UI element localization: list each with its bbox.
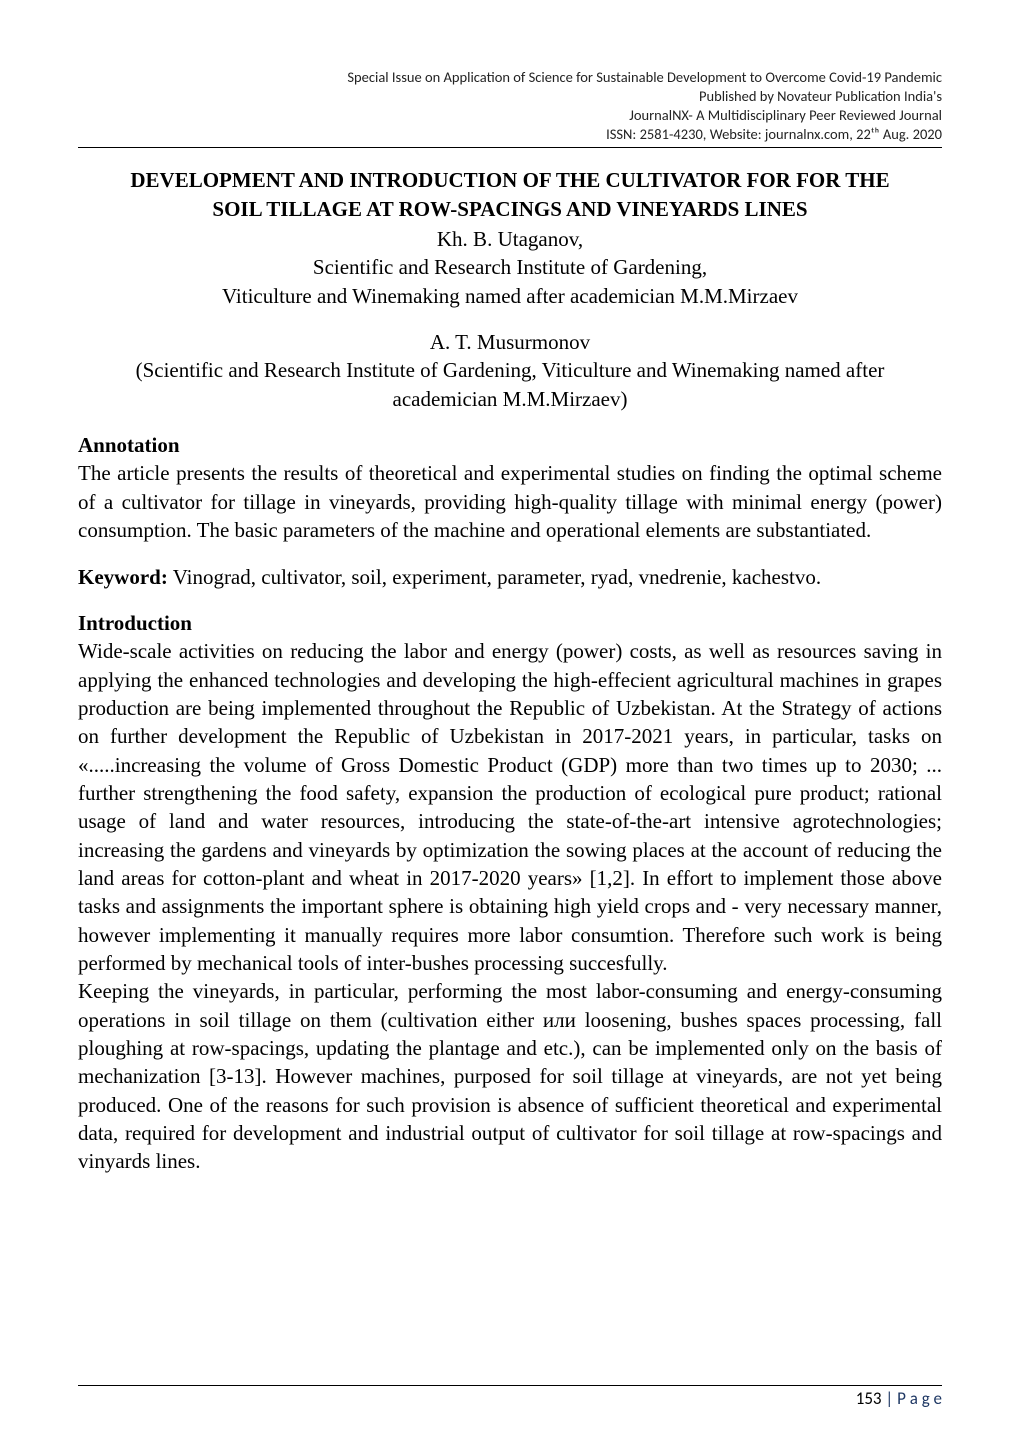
annotation-body: The article presents the results of theo… [78, 459, 942, 544]
header-rule [78, 147, 942, 148]
page-number: 153 | P a g e [78, 1388, 942, 1411]
header-line-2: Published by Novateur Publication India'… [78, 87, 942, 106]
header-line-4: ISSN: 2581-4230, Website: journalnx.com,… [78, 125, 942, 144]
header-line-1: Special Issue on Application of Science … [78, 68, 942, 87]
page-footer: 153 | P a g e [78, 1385, 942, 1411]
page-number-label: | P a g e [882, 1388, 942, 1409]
introduction-paragraph-1: Wide-scale activities on reducing the la… [78, 637, 942, 977]
author-1-name: Kh. B. Utaganov, [78, 225, 942, 253]
keyword-body: Vinograd, cultivator, soil, experiment, … [168, 565, 821, 589]
keyword-label: Keyword: [78, 565, 168, 589]
introduction-paragraph-2: Keeping the vineyards, in particular, pe… [78, 977, 942, 1175]
introduction-heading: Introduction [78, 609, 942, 637]
title-line-2: SOIL TILLAGE AT ROW-SPACINGS AND VINEYAR… [78, 195, 942, 223]
author-1-affiliation-line-2: Viticulture and Winemaking named after a… [78, 282, 942, 310]
page-number-value: 153 [856, 1388, 882, 1409]
author-block-2: A. T. Musurmonov (Scientific and Researc… [78, 328, 942, 413]
header-line-3: JournalNX- A Multidisciplinary Peer Revi… [78, 106, 942, 125]
keyword-paragraph: Keyword: Vinograd, cultivator, soil, exp… [78, 563, 942, 591]
author-2-affiliation-line-2: academician M.M.Mirzaev) [78, 385, 942, 413]
title-line-1: DEVELOPMENT AND INTRODUCTION OF THE CULT… [78, 166, 942, 194]
author-1-affiliation-line-1: Scientific and Research Institute of Gar… [78, 253, 942, 281]
author-block-1: Kh. B. Utaganov, Scientific and Research… [78, 225, 942, 310]
footer-rule [78, 1385, 942, 1386]
annotation-heading: Annotation [78, 431, 942, 459]
author-2-name: A. T. Musurmonov [78, 328, 942, 356]
paper-title: DEVELOPMENT AND INTRODUCTION OF THE CULT… [78, 166, 942, 223]
running-header: Special Issue on Application of Science … [78, 68, 942, 143]
author-2-affiliation-line-1: (Scientific and Research Institute of Ga… [78, 356, 942, 384]
